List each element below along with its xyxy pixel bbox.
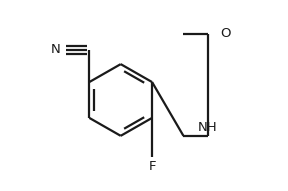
Text: N: N xyxy=(50,43,60,56)
Text: NH: NH xyxy=(198,121,217,134)
Text: F: F xyxy=(148,160,156,173)
Text: O: O xyxy=(220,27,231,40)
